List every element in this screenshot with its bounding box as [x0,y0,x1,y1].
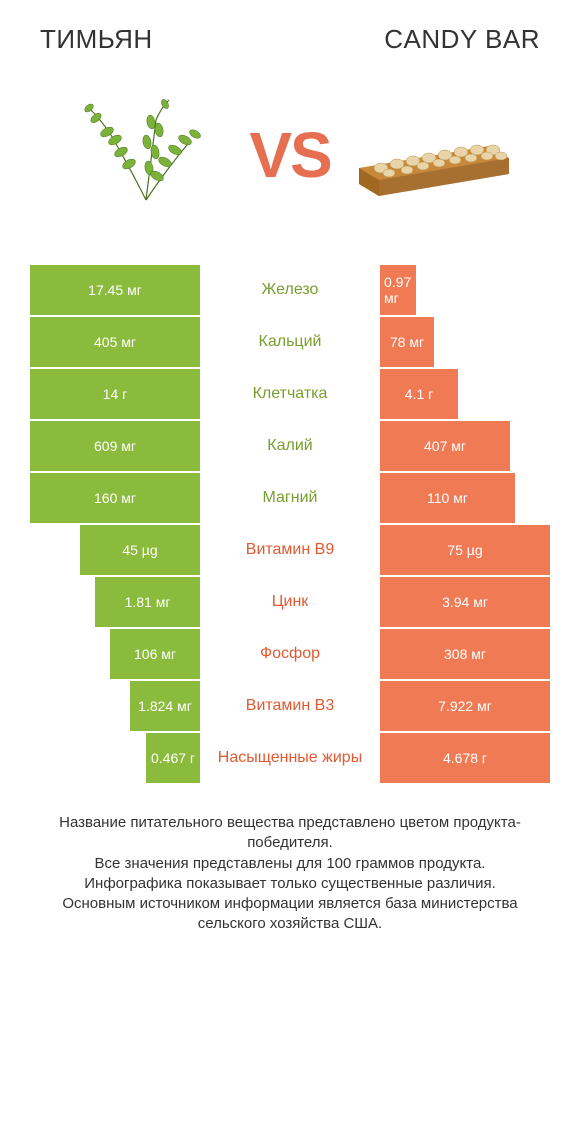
right-value-bar: 4.678 г [380,733,550,783]
left-bar-wrap: 17.45 мг [30,265,200,315]
right-value-bar: 3.94 мг [380,577,550,627]
nutrient-name: Насыщенные жиры [200,733,380,783]
right-value-bar: 110 мг [380,473,515,523]
footer-line: Название питательного вещества представл… [28,813,552,854]
right-value-bar: 4.1 г [380,369,458,419]
right-bar-wrap: 308 мг [380,629,550,679]
right-bar-wrap: 78 мг [380,317,550,367]
nutrient-name: Калий [200,421,380,471]
candy-bar-image [349,90,519,220]
nutrient-row: 160 мгМагний110 мг [30,473,550,523]
left-bar-wrap: 405 мг [30,317,200,367]
left-value-bar: 1.824 мг [130,681,200,731]
left-value-bar: 609 мг [30,421,200,471]
nutrient-name: Фосфор [200,629,380,679]
nutrient-name: Магний [200,473,380,523]
nutrient-row: 1.81 мгЦинк3.94 мг [30,577,550,627]
nutrient-name: Железо [200,265,380,315]
nutrient-name: Витамин B3 [200,681,380,731]
right-bar-wrap: 7.922 мг [380,681,550,731]
nutrient-row: 14 гКлетчатка4.1 г [30,369,550,419]
left-value-bar: 1.81 мг [95,577,200,627]
nutrient-name: Клетчатка [200,369,380,419]
right-value-bar: 78 мг [380,317,434,367]
header: ТИМЬЯН CANDY BAR [0,0,580,65]
thyme-image [61,90,231,220]
left-value-bar: 106 мг [110,629,200,679]
footer-line: Все значения представлены для 100 граммо… [28,854,552,874]
left-bar-wrap: 609 мг [30,421,200,471]
left-bar-wrap: 1.824 мг [30,681,200,731]
right-bar-wrap: 4.1 г [380,369,550,419]
right-product-title: CANDY BAR [384,24,540,55]
left-value-bar: 160 мг [30,473,200,523]
nutrient-name: Цинк [200,577,380,627]
right-bar-wrap: 75 µg [380,525,550,575]
footer-note: Название питательного вещества представл… [28,813,552,935]
left-bar-wrap: 106 мг [30,629,200,679]
nutrient-row: 609 мгКалий407 мг [30,421,550,471]
left-bar-wrap: 45 µg [30,525,200,575]
right-value-bar: 0.97 мг [380,265,416,315]
left-bar-wrap: 0.467 г [30,733,200,783]
nutrient-name: Кальций [200,317,380,367]
nutrient-row: 106 мгФосфор308 мг [30,629,550,679]
left-value-bar: 17.45 мг [30,265,200,315]
nutrient-row: 45 µgВитамин B975 µg [30,525,550,575]
vs-label: VS [249,118,330,192]
footer-line: Инфографика показывает только существенн… [28,874,552,894]
left-bar-wrap: 14 г [30,369,200,419]
right-bar-wrap: 407 мг [380,421,550,471]
left-value-bar: 45 µg [80,525,200,575]
left-value-bar: 0.467 г [146,733,200,783]
nutrient-row: 17.45 мгЖелезо0.97 мг [30,265,550,315]
footer-line: Основным источником информации является … [28,894,552,935]
left-bar-wrap: 1.81 мг [30,577,200,627]
right-bar-wrap: 4.678 г [380,733,550,783]
right-value-bar: 308 мг [380,629,550,679]
vs-row: VS [30,65,550,245]
nutrient-row: 0.467 гНасыщенные жиры4.678 г [30,733,550,783]
comparison-table: 17.45 мгЖелезо0.97 мг405 мгКальций78 мг1… [30,265,550,783]
right-value-bar: 7.922 мг [380,681,550,731]
right-bar-wrap: 3.94 мг [380,577,550,627]
left-value-bar: 14 г [30,369,200,419]
nutrient-row: 1.824 мгВитамин B37.922 мг [30,681,550,731]
left-value-bar: 405 мг [30,317,200,367]
nutrient-row: 405 мгКальций78 мг [30,317,550,367]
right-bar-wrap: 0.97 мг [380,265,550,315]
right-bar-wrap: 110 мг [380,473,550,523]
left-bar-wrap: 160 мг [30,473,200,523]
left-product-title: ТИМЬЯН [40,24,153,55]
nutrient-name: Витамин B9 [200,525,380,575]
right-value-bar: 75 µg [380,525,550,575]
right-value-bar: 407 мг [380,421,510,471]
